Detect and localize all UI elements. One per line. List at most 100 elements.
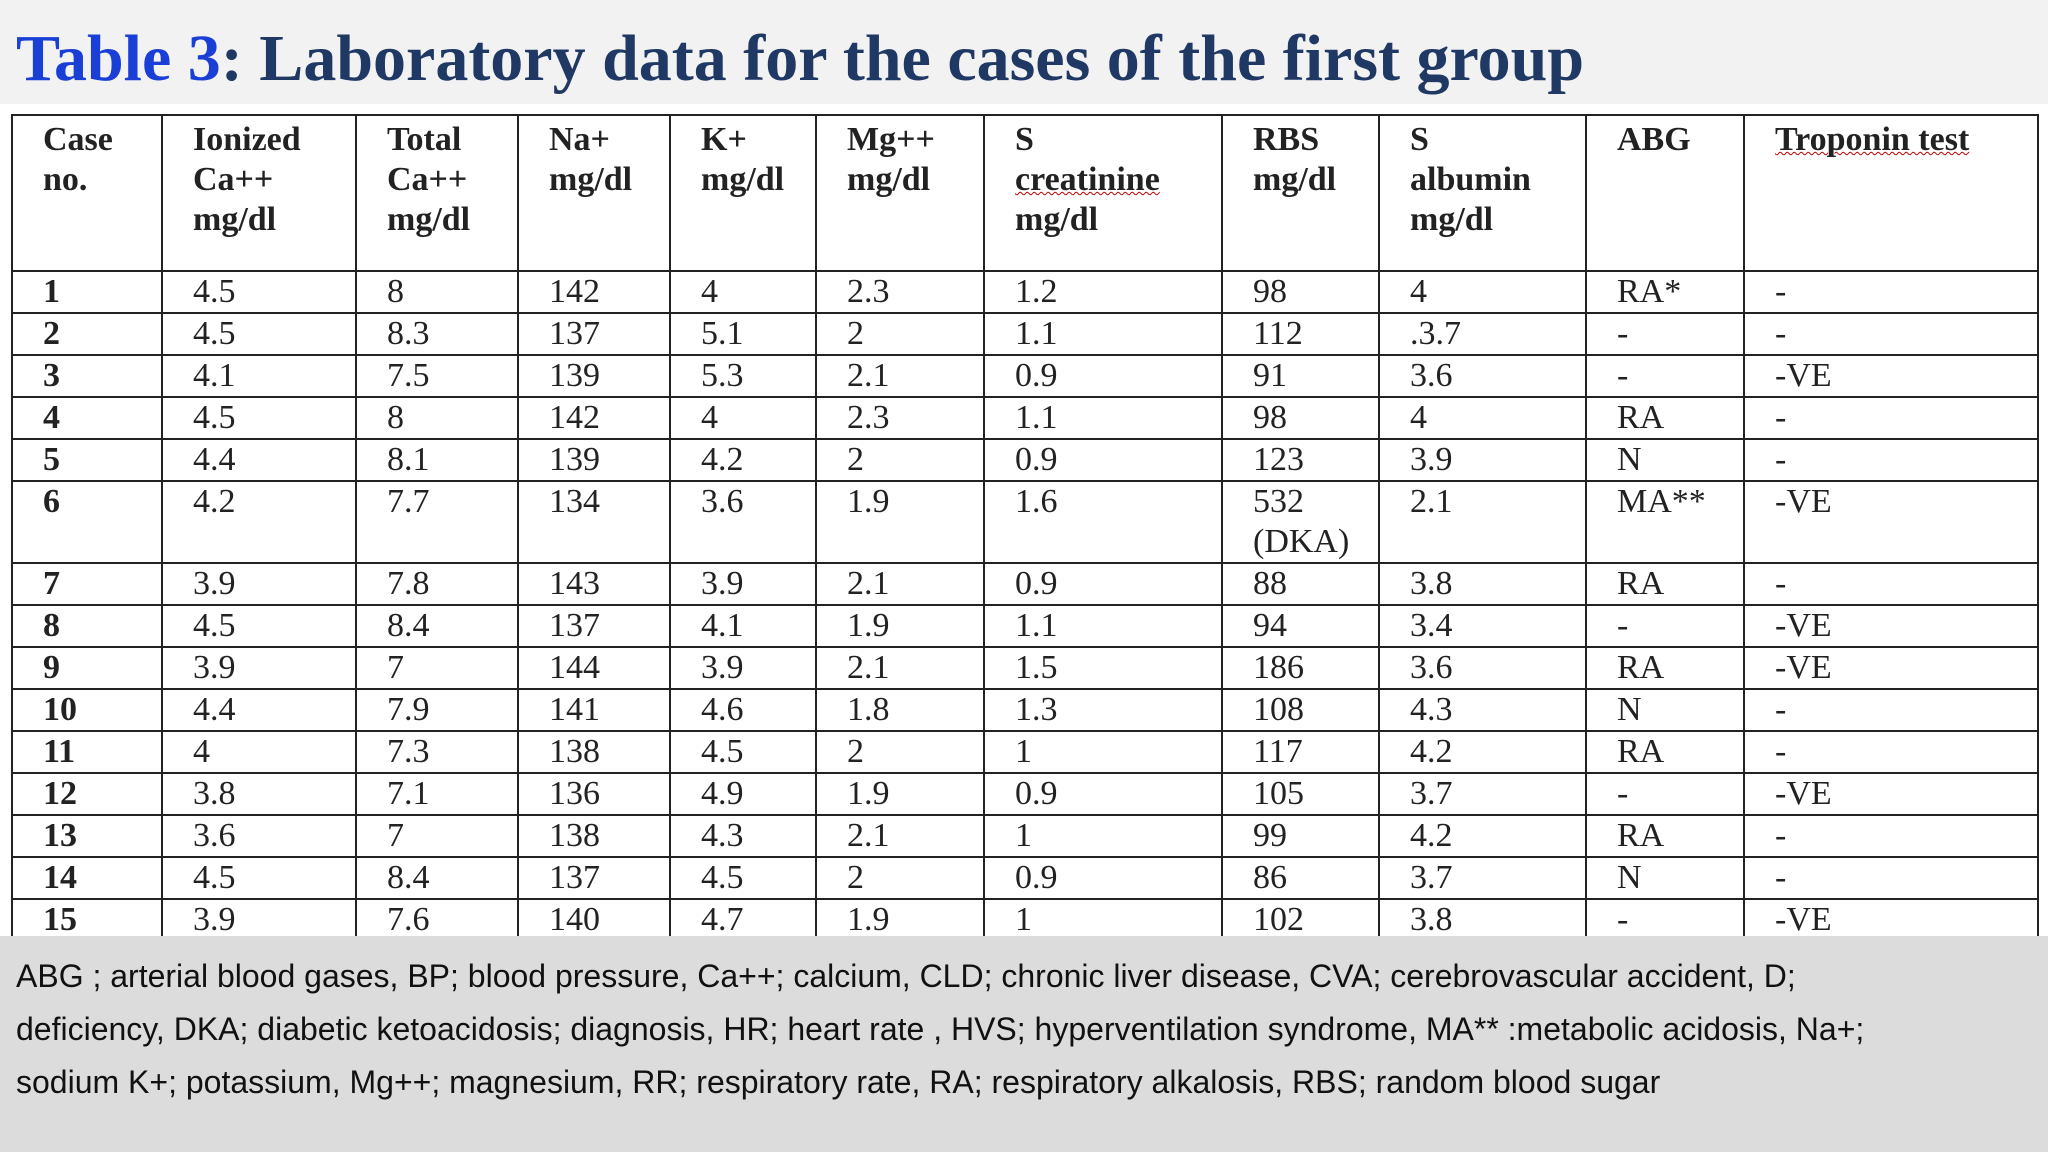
cell-value: 1.8 xyxy=(847,691,890,728)
table-cell: 136 xyxy=(517,772,671,816)
cell-value: -VE xyxy=(1775,901,1832,936)
cell-value: 117 xyxy=(1253,733,1303,770)
cell-value: 102 xyxy=(1253,901,1304,936)
table-header: Case no. Ionized Ca++ mg/dl Total Ca++ mg/dl Na+… xyxy=(11,114,2039,272)
table-row: 2 4.5 8.3 137 5.1 2 1.1 112 .3.7 - - xyxy=(11,312,2039,356)
table-cell: 2 xyxy=(815,312,985,356)
table-row: 14 4.5 8.4 137 4.5 2 0.9 86 3.7 N - xyxy=(11,856,2039,900)
cell-value: 137 xyxy=(549,315,600,352)
cell-value: 4.4 xyxy=(193,691,236,728)
cell-value: 98 xyxy=(1253,399,1287,436)
cell-value: - xyxy=(1775,399,1787,436)
cell-value: N xyxy=(1617,441,1642,478)
cell-value: 2.1 xyxy=(847,649,890,686)
table-cell: 0.9 xyxy=(983,856,1223,900)
table-cell: 186 xyxy=(1221,646,1380,690)
cell-value: 7.6 xyxy=(387,901,430,936)
header-label: K+ xyxy=(701,121,747,158)
table-cell: 3.9 xyxy=(669,646,817,690)
table-cell: 8.4 xyxy=(355,604,519,648)
cell-value: 7 xyxy=(43,565,60,602)
table-cell: 7.1 xyxy=(355,772,519,816)
table-row: 3 4.1 7.5 139 5.3 2.1 0.9 91 3.6 - -VE xyxy=(11,354,2039,398)
cell-value: 5.1 xyxy=(701,315,744,352)
table-cell: 3.9 xyxy=(161,646,357,690)
cell-value: 3.9 xyxy=(701,565,744,602)
table-cell: 8.4 xyxy=(355,856,519,900)
cell-value: 3.9 xyxy=(701,649,744,686)
table-cell: RA xyxy=(1585,730,1745,774)
cell-value: - xyxy=(1617,357,1629,394)
cell-value: - xyxy=(1775,733,1787,770)
footer-line-3: sodium K+; potassium, Mg++; magnesium, R… xyxy=(16,1064,1661,1100)
cell-value: RA xyxy=(1617,733,1665,770)
cell-value: 7.7 xyxy=(387,483,430,520)
cell-value: 0.9 xyxy=(1015,775,1058,812)
cell-value: 137 xyxy=(549,607,600,644)
cell-value: 4.9 xyxy=(701,775,744,812)
table-cell: 3.9 xyxy=(161,562,357,606)
table-cell: 3.4 xyxy=(1378,604,1587,648)
cell-value: 4.1 xyxy=(193,357,236,394)
table-cell: 142 xyxy=(517,396,671,440)
header-label: mg/dl xyxy=(1410,201,1494,238)
cell-value: 123 xyxy=(1253,441,1304,478)
table-cell: 137 xyxy=(517,604,671,648)
case-number-cell: 14 xyxy=(11,856,163,900)
table-cell: 7.8 xyxy=(355,562,519,606)
table-cell: RA xyxy=(1585,646,1745,690)
table-cell: 0.9 xyxy=(983,772,1223,816)
table-cell: - xyxy=(1743,730,2039,774)
cell-value: 13 xyxy=(43,817,77,854)
cell-value: 4 xyxy=(43,399,60,436)
cell-value: - xyxy=(1617,315,1629,352)
table-cell: N xyxy=(1585,438,1745,482)
cell-value: 7.9 xyxy=(387,691,430,728)
case-number-cell: 7 xyxy=(11,562,163,606)
table-cell: 3.7 xyxy=(1378,772,1587,816)
header-cell: Total Ca++ mg/dl xyxy=(355,114,519,272)
table-cell: 8 xyxy=(355,396,519,440)
lab-data-table: Case no. Ionized Ca++ mg/dl Total Ca++ mg/dl Na+… xyxy=(11,114,2039,936)
table-cell: 1.9 xyxy=(815,898,985,936)
cell-value: 86 xyxy=(1253,859,1287,896)
table-cell: 4 xyxy=(669,396,817,440)
cell-value: 0.9 xyxy=(1015,565,1058,602)
table-row: 13 3.6 7 138 4.3 2.1 1 99 4.2 RA - xyxy=(11,814,2039,858)
table-cell: 8.3 xyxy=(355,312,519,356)
header-label: mg/dl xyxy=(1253,161,1337,198)
cell-value: 112 xyxy=(1253,315,1303,352)
cell-value: -VE xyxy=(1775,483,1832,520)
table-cell: 1.9 xyxy=(815,772,985,816)
cell-value: 2.3 xyxy=(847,273,890,310)
cell-value: - xyxy=(1617,607,1629,644)
table-cell: 4.5 xyxy=(669,856,817,900)
cell-value: 7 xyxy=(387,817,404,854)
table-cell: 98 xyxy=(1221,270,1380,314)
cell-value: 9 xyxy=(43,649,60,686)
case-number-cell: 1 xyxy=(11,270,163,314)
table-cell: 102 xyxy=(1221,898,1380,936)
table-cell: 4.1 xyxy=(161,354,357,398)
table-cell: 4.5 xyxy=(669,730,817,774)
cell-value: 4 xyxy=(701,399,718,436)
table-cell: 0.9 xyxy=(983,354,1223,398)
table-cell: 7.7 xyxy=(355,480,519,564)
table-cell: 94 xyxy=(1221,604,1380,648)
cell-value: 4.2 xyxy=(1410,817,1453,854)
cell-value: 14 xyxy=(43,859,77,896)
cell-value: 4.2 xyxy=(193,483,236,520)
table-cell: 1 xyxy=(983,898,1223,936)
table-cell: 108 xyxy=(1221,688,1380,732)
cell-value: - xyxy=(1775,273,1787,310)
cell-value: 3.9 xyxy=(193,901,236,936)
table-cell: 7.9 xyxy=(355,688,519,732)
table-cell: - xyxy=(1743,312,2039,356)
header-label: Case xyxy=(43,121,113,158)
case-number-cell: 11 xyxy=(11,730,163,774)
header-cell: Mg++ mg/dl xyxy=(815,114,985,272)
table-cell: 91 xyxy=(1221,354,1380,398)
header-label: mg/dl xyxy=(847,161,931,198)
cell-value: 98 xyxy=(1253,273,1287,310)
table-cell: 2.1 xyxy=(815,562,985,606)
